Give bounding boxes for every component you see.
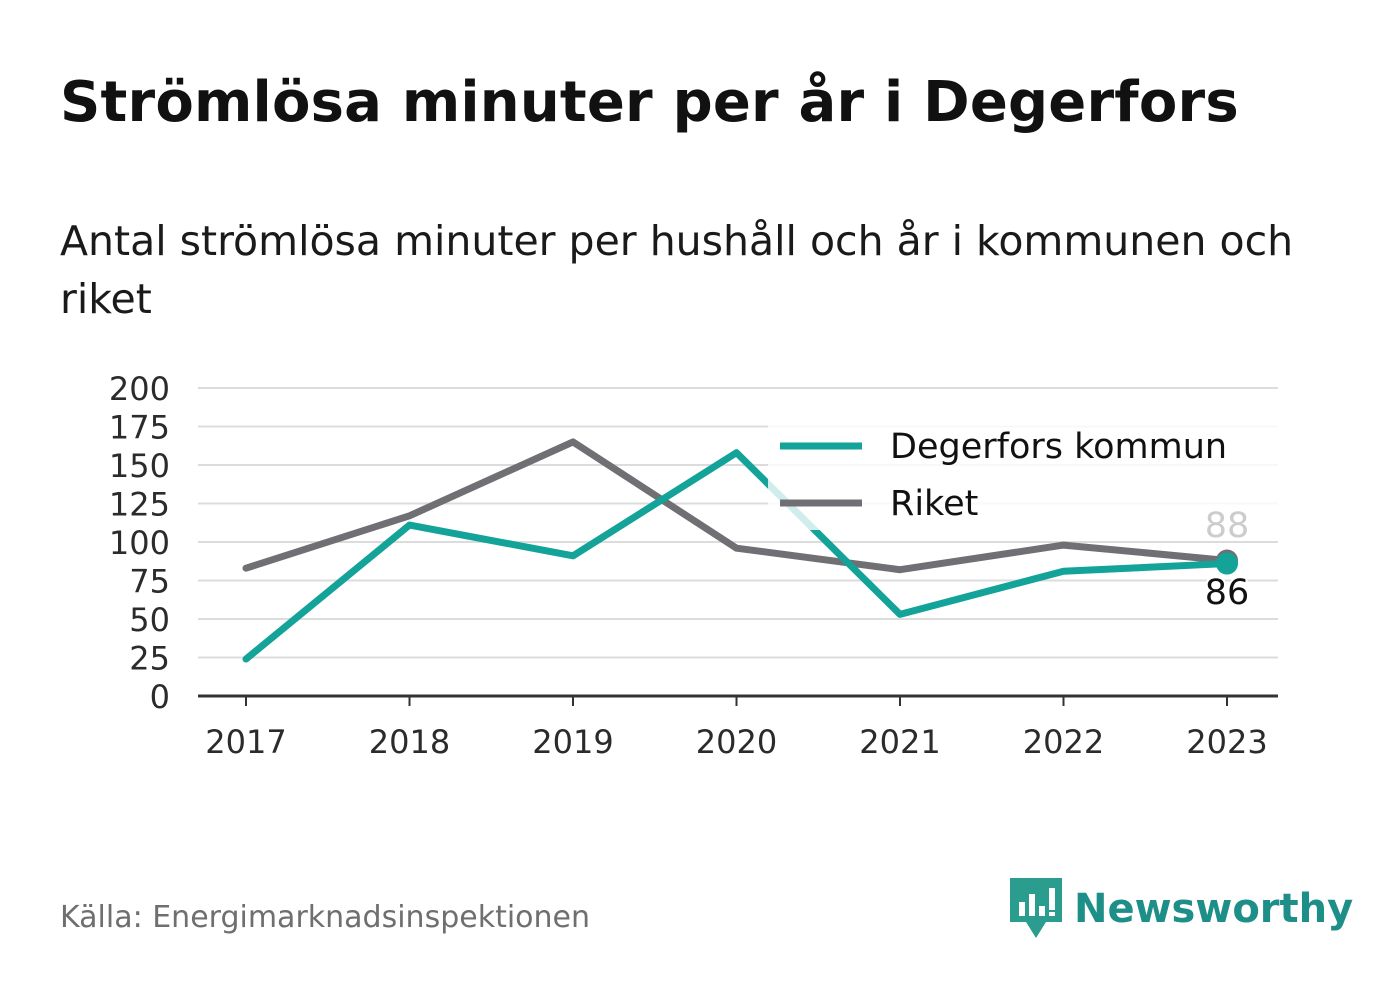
- x-tick-label: 2022: [1023, 723, 1104, 761]
- x-tick-label: 2021: [859, 723, 940, 761]
- y-tick-label: 0: [150, 678, 170, 716]
- chart-subtitle: Antal strömlösa minuter per hushåll och …: [60, 217, 1294, 323]
- legend-label: Riket: [890, 484, 978, 524]
- y-tick-label: 25: [129, 640, 170, 678]
- x-tick-label: 2018: [369, 723, 450, 761]
- end-label-kommun: 86: [1205, 573, 1250, 613]
- legend-label: Degerfors kommun: [890, 427, 1227, 467]
- y-tick-label: 75: [129, 563, 170, 601]
- brand-name: Newsworthy: [1074, 886, 1354, 932]
- end-label-riket: 88: [1205, 506, 1250, 546]
- y-tick-label: 125: [109, 486, 170, 524]
- newsworthy-logo-icon: [1010, 878, 1062, 938]
- series-line-1: [242, 438, 1231, 574]
- x-tick-label: 2017: [205, 723, 286, 761]
- series-line-0: [242, 449, 1231, 663]
- source-note: Källa: Energimarknadsinspektionen: [60, 900, 591, 935]
- chart-title: Strömlösa minuter per år i Degerfors: [60, 70, 1239, 135]
- brand-logo[interactable]: Newsworthy: [1010, 878, 1353, 940]
- y-tick-label: 200: [109, 370, 170, 408]
- x-tick-label: 2020: [696, 723, 777, 761]
- y-tick-label: 50: [129, 601, 170, 639]
- y-tick-label: 150: [109, 447, 170, 485]
- x-tick-label: 2019: [532, 723, 613, 761]
- series-end-point-0: [1216, 552, 1238, 575]
- y-tick-label: 175: [109, 409, 170, 447]
- y-tick-label: 100: [109, 524, 170, 562]
- x-tick-label: 2023: [1186, 723, 1267, 761]
- legend-background: [768, 420, 1280, 530]
